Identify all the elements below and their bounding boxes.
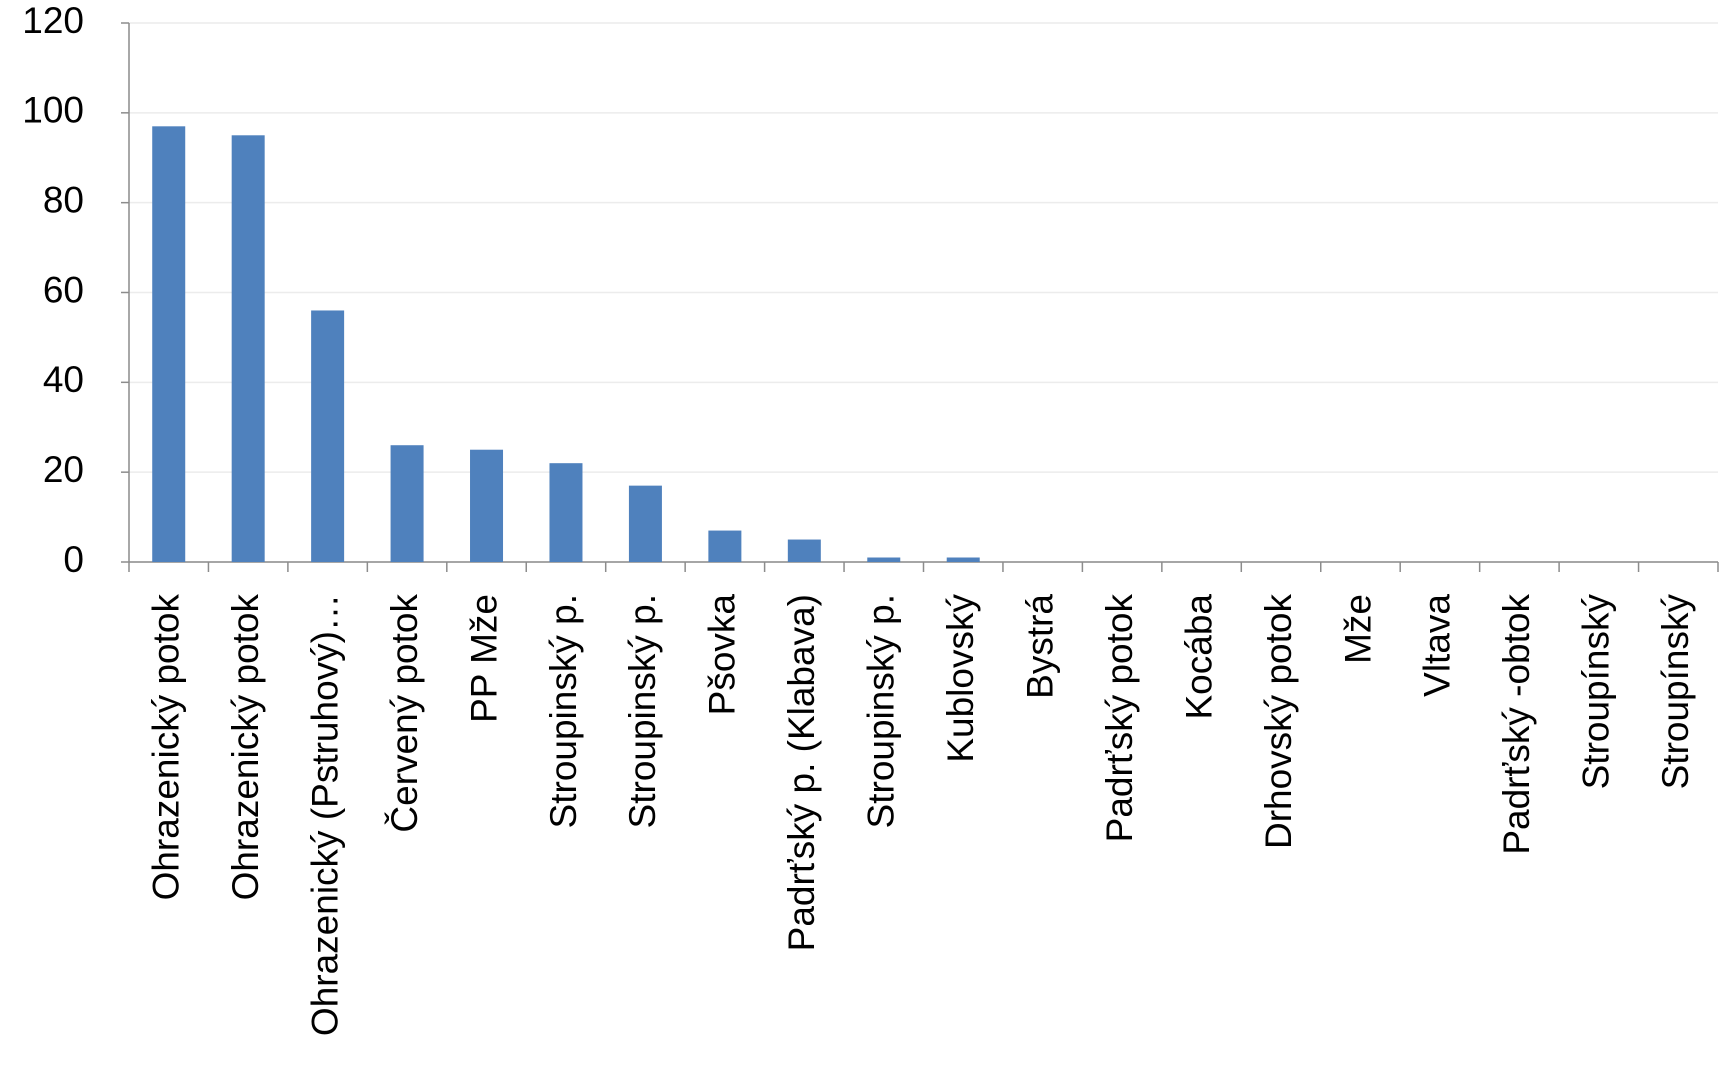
x-tick-label: Kublovský xyxy=(940,594,981,763)
bar xyxy=(152,126,186,562)
y-tick-label: 60 xyxy=(43,269,84,310)
bar xyxy=(231,135,265,562)
x-tick-label: Stroupínský xyxy=(1576,594,1617,790)
bar xyxy=(470,449,504,562)
y-tick-label: 80 xyxy=(43,179,84,220)
y-tick-label: 40 xyxy=(43,359,84,400)
x-tick-label: Drhovský potok xyxy=(1258,594,1299,849)
bar xyxy=(867,557,901,562)
bar xyxy=(628,485,662,562)
x-tick-label: Padrťský p. (Klabava) xyxy=(781,594,822,951)
x-tick-label: Kocába xyxy=(1178,594,1219,720)
bar xyxy=(708,530,742,562)
y-tick-label: 20 xyxy=(43,449,84,490)
x-tick-label: Pšovka xyxy=(702,594,743,716)
x-tick-label: Červený potok xyxy=(384,594,425,833)
x-tick-label: Stroupinský p. xyxy=(861,594,902,828)
bar xyxy=(549,463,583,562)
x-tick-label: Padrťský potok xyxy=(1099,594,1140,843)
x-tick-label: Ohrazenický potok xyxy=(146,594,187,901)
bar xyxy=(311,310,345,562)
y-tick-label: 100 xyxy=(22,90,84,131)
x-tick-label: PP Mže xyxy=(463,594,504,723)
x-tick-label: Bystrá xyxy=(1019,594,1060,699)
x-tick-label: Stroupinský p. xyxy=(543,594,584,828)
x-tick-label: Padrťský -obtok xyxy=(1496,594,1537,855)
x-tick-label: Ohrazenický potok xyxy=(225,594,266,901)
y-tick-label: 120 xyxy=(22,0,84,41)
y-tick-label: 0 xyxy=(63,539,84,580)
bar xyxy=(946,557,980,562)
x-tick-label: Stroupínský xyxy=(1655,594,1696,790)
bar xyxy=(390,445,424,562)
x-tick-label: Vltava xyxy=(1417,594,1458,697)
bar xyxy=(787,539,821,562)
x-tick-label: Stroupinský p. xyxy=(622,594,663,828)
x-tick-label: Mže xyxy=(1337,594,1378,664)
x-tick-label: Ohrazenický (Pstruhový)… xyxy=(304,594,345,1036)
